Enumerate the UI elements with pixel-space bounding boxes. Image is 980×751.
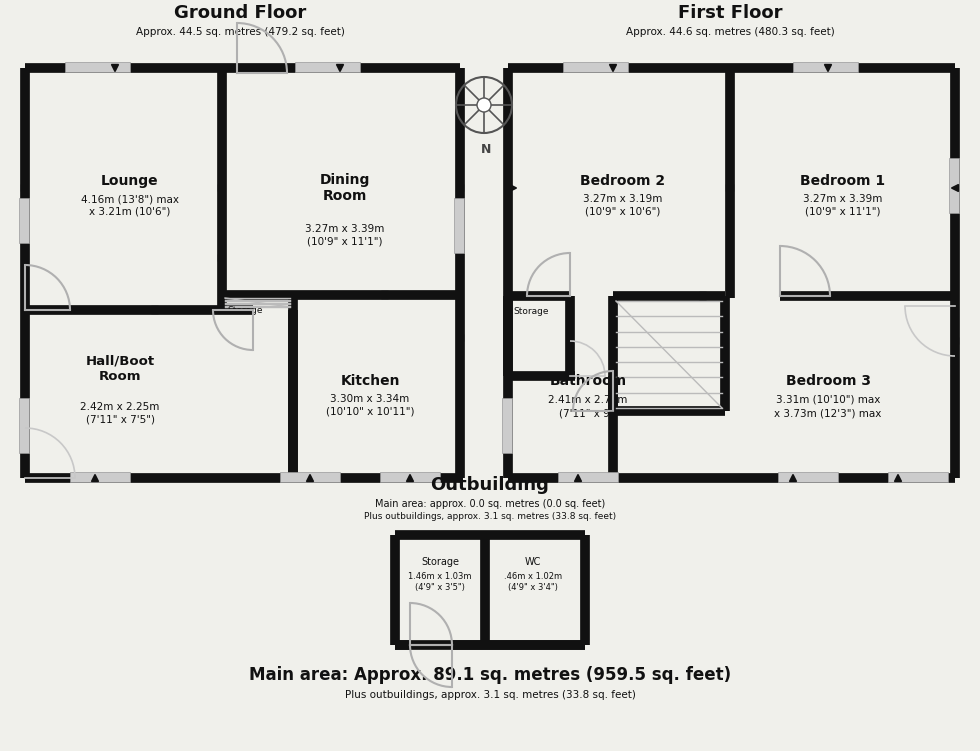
Polygon shape — [307, 475, 314, 481]
Text: (10'9" x 11'1"): (10'9" x 11'1") — [308, 237, 383, 247]
Bar — [65, 62, 130, 72]
Text: Outbuilding: Outbuilding — [430, 476, 550, 494]
Text: Bedroom 1: Bedroom 1 — [801, 174, 886, 188]
Polygon shape — [22, 185, 28, 192]
Text: 3.27m x 3.39m: 3.27m x 3.39m — [306, 224, 385, 234]
Text: 4.16m (13'8") max: 4.16m (13'8") max — [81, 194, 179, 204]
Text: Main area: Approx. 89.1 sq. metres (959.5 sq. feet): Main area: Approx. 89.1 sq. metres (959.… — [249, 666, 731, 684]
Text: Main area: approx. 0.0 sq. metres (0.0 sq. feet): Main area: approx. 0.0 sq. metres (0.0 s… — [375, 499, 605, 509]
Polygon shape — [336, 65, 344, 71]
Polygon shape — [700, 292, 707, 300]
Polygon shape — [219, 185, 225, 192]
Text: Plus outbuildings, approx. 3.1 sq. metres (33.8 sq. feet): Plus outbuildings, approx. 3.1 sq. metre… — [364, 512, 616, 521]
Text: (4'9" x 3'5"): (4'9" x 3'5") — [416, 583, 465, 592]
Text: Storage: Storage — [513, 307, 549, 316]
Text: WC: WC — [525, 557, 541, 567]
Polygon shape — [219, 255, 225, 261]
Polygon shape — [895, 475, 902, 481]
Polygon shape — [824, 65, 831, 71]
Bar — [295, 62, 360, 72]
Polygon shape — [505, 292, 512, 300]
Polygon shape — [610, 65, 616, 71]
Bar — [563, 62, 628, 72]
Polygon shape — [505, 292, 512, 300]
Polygon shape — [952, 185, 958, 192]
Bar — [888, 472, 948, 482]
Bar — [778, 472, 838, 482]
Polygon shape — [952, 337, 958, 345]
Polygon shape — [510, 185, 516, 192]
Polygon shape — [407, 475, 414, 481]
Text: N: N — [481, 143, 491, 156]
Polygon shape — [112, 65, 119, 71]
Text: Bedroom 2: Bedroom 2 — [580, 174, 665, 188]
Polygon shape — [91, 475, 99, 481]
Text: Storage: Storage — [227, 306, 263, 315]
Polygon shape — [610, 412, 616, 420]
Text: Approx. 44.6 sq. metres (480.3 sq. feet): Approx. 44.6 sq. metres (480.3 sq. feet) — [625, 27, 834, 37]
Text: First Floor: First Floor — [678, 4, 782, 22]
Polygon shape — [726, 185, 733, 192]
Text: Lounge: Lounge — [101, 174, 159, 188]
Circle shape — [477, 98, 491, 112]
Polygon shape — [726, 185, 733, 192]
Bar — [19, 198, 29, 243]
Text: .46m x 1.02m: .46m x 1.02m — [504, 572, 563, 581]
Bar — [558, 472, 618, 482]
Text: Bathroom: Bathroom — [550, 374, 626, 388]
Text: Hall/Boot
Room: Hall/Boot Room — [85, 355, 155, 383]
Polygon shape — [457, 185, 464, 192]
Polygon shape — [381, 291, 388, 298]
Bar — [793, 62, 858, 72]
Text: (7'11" x 7'5"): (7'11" x 7'5") — [85, 415, 155, 425]
Polygon shape — [457, 334, 464, 342]
Bar — [19, 398, 29, 453]
Polygon shape — [574, 475, 581, 481]
Text: Approx. 44.5 sq. metres (479.2 sq. feet): Approx. 44.5 sq. metres (479.2 sq. feet) — [135, 27, 344, 37]
Text: x 3.73m (12'3") max: x 3.73m (12'3") max — [774, 408, 882, 418]
Text: Plus outbuildings, approx. 3.1 sq. metres (33.8 sq. feet): Plus outbuildings, approx. 3.1 sq. metre… — [345, 690, 635, 700]
Text: Ground Floor: Ground Floor — [173, 4, 306, 22]
Bar — [454, 198, 464, 253]
Bar — [949, 158, 959, 213]
Polygon shape — [152, 306, 159, 313]
Text: Dining
Room: Dining Room — [319, 173, 370, 203]
Text: 2.42m x 2.25m: 2.42m x 2.25m — [80, 402, 160, 412]
Bar — [70, 472, 130, 482]
Text: (10'9" x 10'6"): (10'9" x 10'6") — [585, 207, 661, 217]
Polygon shape — [790, 475, 797, 481]
Text: 2.41m x 2.76m: 2.41m x 2.76m — [549, 395, 627, 405]
Text: 1.46m x 1.03m: 1.46m x 1.03m — [409, 572, 471, 581]
Text: 3.31m (10'10") max: 3.31m (10'10") max — [776, 395, 880, 405]
Text: (4'9" x 3'4"): (4'9" x 3'4") — [508, 583, 558, 592]
Bar — [380, 472, 440, 482]
Text: 3.27m x 3.19m: 3.27m x 3.19m — [583, 194, 662, 204]
Text: (10'9" x 11'1"): (10'9" x 11'1") — [806, 207, 881, 217]
Polygon shape — [381, 291, 388, 298]
Polygon shape — [610, 412, 616, 420]
Text: (10'10" x 10'11"): (10'10" x 10'11") — [325, 407, 415, 417]
Text: x 3.21m (10'6"): x 3.21m (10'6") — [89, 207, 171, 217]
Text: 3.30m x 3.34m: 3.30m x 3.34m — [330, 394, 410, 404]
Polygon shape — [700, 292, 707, 300]
Bar — [502, 398, 512, 453]
Text: Storage: Storage — [421, 557, 459, 567]
Text: (7'11" x 9'): (7'11" x 9') — [560, 408, 616, 418]
Text: Bedroom 3: Bedroom 3 — [786, 374, 870, 388]
Text: Kitchen: Kitchen — [340, 374, 400, 388]
Text: 3.27m x 3.39m: 3.27m x 3.39m — [804, 194, 883, 204]
Polygon shape — [152, 306, 159, 313]
Bar — [280, 472, 340, 482]
